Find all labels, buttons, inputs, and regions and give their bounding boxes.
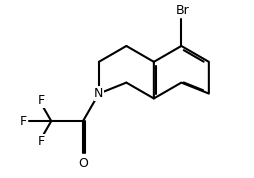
Text: O: O [78,157,88,170]
Text: F: F [20,115,27,128]
Text: F: F [38,135,45,148]
Text: N: N [94,87,104,100]
Text: Br: Br [176,4,189,17]
Text: F: F [38,94,45,107]
